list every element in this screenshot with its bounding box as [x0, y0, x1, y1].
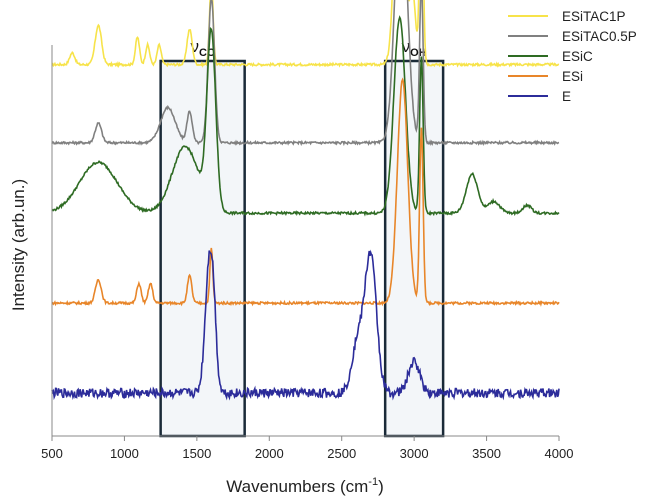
series-line-0 [51, 0, 560, 69]
legend-label-4: E [562, 89, 571, 104]
legend-label-0: ESiTAC1P [562, 9, 626, 24]
legend: ESiTAC1P ESiTAC0.5P ESiC ESi E [508, 9, 637, 104]
legend-label-2: ESiC [562, 49, 593, 64]
series-line-4 [51, 249, 560, 401]
x-axis-label-sup: -1 [368, 476, 378, 488]
region-box-0 [159, 59, 246, 438]
x-tick-label-6: 3500 [472, 446, 501, 461]
x-tick-label-1: 1000 [110, 446, 139, 461]
axes: 500 1000 1500 2000 2500 3000 3500 4000 [41, 45, 573, 461]
legend-label-3: ESi [562, 69, 583, 84]
x-tick-label-4: 2500 [327, 446, 356, 461]
region-box-1 [383, 59, 445, 438]
x-axis-label-tail: ) [378, 477, 384, 496]
x-tick-label-2: 1500 [182, 446, 211, 461]
legend-label-1: ESiTAC0.5P [562, 29, 637, 44]
series-lines [51, 0, 560, 401]
x-axis-label: Wavenumbers (cm-1) [226, 476, 383, 496]
x-axis-label-main: Wavenumbers (cm [226, 477, 368, 496]
series-line-1 [51, 0, 560, 147]
series-line-3 [51, 77, 560, 307]
x-tick-label-0: 500 [41, 446, 63, 461]
x-tick-label-5: 3000 [400, 446, 429, 461]
series-line-2 [51, 15, 560, 217]
region-label-0: νCC [190, 37, 214, 59]
y-axis-label: Intensity (arb.un.) [9, 179, 28, 311]
x-tick-label-3: 2000 [255, 446, 284, 461]
x-tick-label-7: 4000 [545, 446, 574, 461]
